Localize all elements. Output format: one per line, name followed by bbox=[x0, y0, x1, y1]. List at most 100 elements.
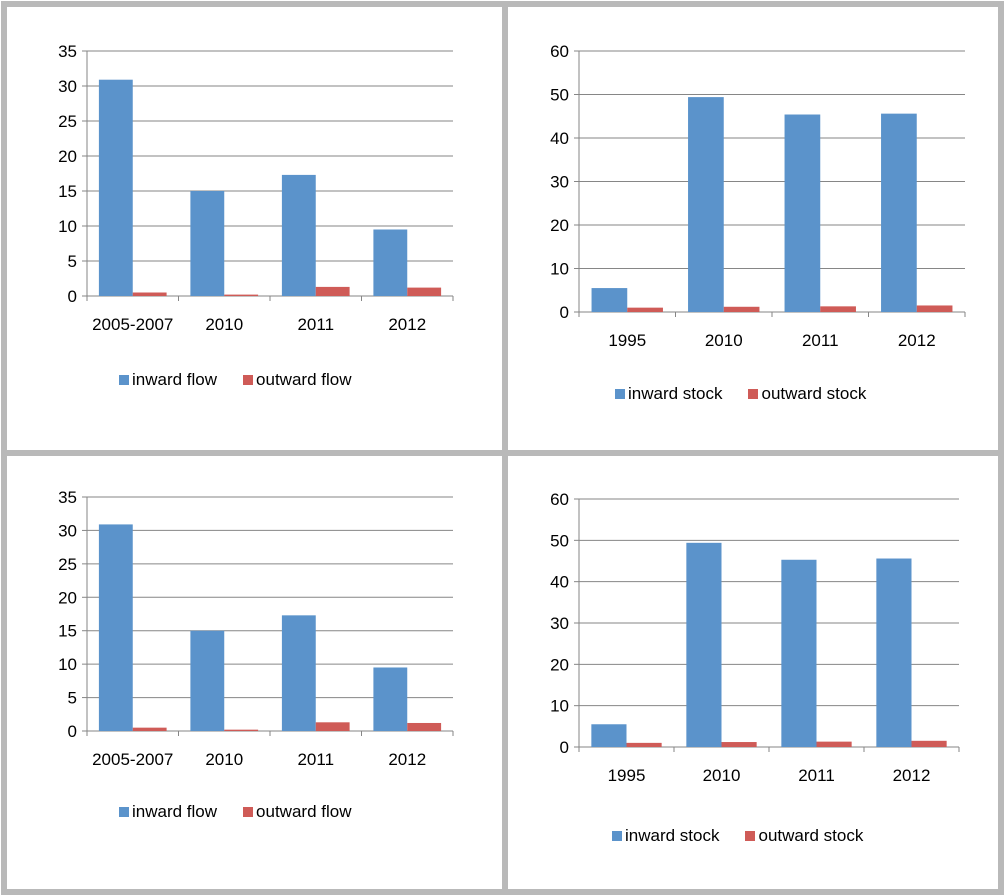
y-tick-label: 15 bbox=[58, 622, 77, 641]
x-tick-label: 2011 bbox=[297, 750, 334, 769]
y-tick-label: 10 bbox=[58, 217, 77, 236]
legend: inward stock outward stock bbox=[612, 826, 863, 846]
legend-label: outward stock bbox=[761, 384, 867, 403]
y-tick-label: 10 bbox=[58, 655, 77, 674]
bar-outward-flow-2011 bbox=[315, 722, 350, 731]
legend-swatch-outward bbox=[745, 831, 756, 841]
legend-swatch-inward bbox=[615, 389, 625, 399]
y-tick-label: 25 bbox=[58, 112, 77, 131]
bar-outward-stock-1995 bbox=[627, 307, 663, 312]
legend-label: outward flow bbox=[256, 802, 352, 821]
bar-outward-stock-2012 bbox=[916, 305, 953, 312]
x-tick-label: 2005-2007 bbox=[92, 750, 173, 769]
x-tick-label: 2012 bbox=[898, 331, 936, 350]
bar-inward-flow-2012 bbox=[373, 667, 408, 731]
bar-inward-flow-2010 bbox=[190, 630, 225, 731]
y-tick-label: 60 bbox=[550, 490, 569, 509]
x-tick-label: 2011 bbox=[802, 331, 839, 350]
bar-inward-stock-2012 bbox=[876, 558, 912, 747]
y-tick-label: 0 bbox=[560, 738, 569, 757]
y-tick-label: 20 bbox=[550, 216, 569, 235]
bar-outward-stock-2011 bbox=[816, 741, 852, 747]
bar-outward-flow-2011 bbox=[315, 286, 350, 296]
y-tick-label: 25 bbox=[58, 555, 77, 574]
y-tick-label: 30 bbox=[550, 173, 569, 192]
bar-inward-flow-2011 bbox=[281, 615, 316, 731]
x-tick-label: 2005-2007 bbox=[92, 315, 173, 334]
y-tick-label: 0 bbox=[68, 722, 77, 741]
x-tick-label: 2011 bbox=[798, 766, 835, 785]
y-tick-label: 0 bbox=[560, 303, 569, 322]
legend-item-inward-flow: inward flow bbox=[119, 802, 217, 822]
y-tick-label: 0 bbox=[68, 287, 77, 306]
y-tick-label: 30 bbox=[58, 77, 77, 96]
legend-label: inward stock bbox=[625, 826, 720, 845]
legend-swatch-inward bbox=[612, 831, 622, 841]
bar-inward-stock-2010 bbox=[688, 97, 724, 312]
x-tick-label: 2010 bbox=[205, 750, 243, 769]
legend: inward flow outward flow bbox=[119, 370, 351, 390]
y-tick-label: 50 bbox=[550, 86, 569, 105]
y-tick-label: 35 bbox=[58, 42, 77, 61]
bar-outward-flow-2012 bbox=[407, 287, 442, 296]
legend-item-outward-stock: outward stock bbox=[748, 384, 866, 404]
x-tick-label: 2010 bbox=[705, 331, 743, 350]
legend-label: inward stock bbox=[628, 384, 723, 403]
y-tick-label: 30 bbox=[58, 521, 77, 540]
bar-outward-stock-1995 bbox=[626, 742, 662, 747]
y-tick-label: 10 bbox=[550, 260, 569, 279]
bar-inward-flow-2005-2007 bbox=[98, 524, 133, 731]
bar-inward-flow-2012 bbox=[373, 229, 408, 296]
legend-item-outward-flow: outward flow bbox=[243, 370, 351, 390]
legend-swatch-outward bbox=[243, 375, 254, 385]
bar-outward-flow-2010 bbox=[224, 729, 259, 731]
bar-inward-stock-2011 bbox=[784, 114, 821, 312]
x-tick-label: 2012 bbox=[388, 315, 426, 334]
bar-outward-flow-2010 bbox=[224, 294, 259, 296]
legend-label: inward flow bbox=[132, 802, 218, 821]
x-tick-label: 2010 bbox=[205, 315, 243, 334]
chart-inward-outward-stock-bottom: 0 10 20 30 40 50 60 1995 2010 2011 2012 bbox=[550, 490, 960, 785]
legend-swatch-inward bbox=[119, 375, 129, 385]
bar-inward-flow-2011 bbox=[281, 174, 316, 296]
legend-item-inward-stock: inward stock bbox=[612, 826, 719, 846]
y-tick-label: 40 bbox=[550, 129, 569, 148]
legend-label: outward stock bbox=[758, 826, 864, 845]
y-tick-label: 5 bbox=[68, 252, 77, 271]
bar-outward-stock-2012 bbox=[911, 740, 947, 747]
chart-inward-outward-flow-bottom: 0 5 10 15 20 25 30 35 2005-2007 2010 2011 2012 bbox=[58, 488, 454, 769]
legend: inward stock outward stock bbox=[615, 384, 866, 404]
y-tick-label: 20 bbox=[550, 655, 569, 674]
legend-item-inward-stock: inward stock bbox=[615, 384, 722, 404]
y-tick-label: 30 bbox=[550, 614, 569, 633]
y-tick-label: 10 bbox=[550, 697, 569, 716]
bar-inward-flow-2010 bbox=[190, 191, 225, 296]
bar-outward-flow-2005-2007 bbox=[132, 727, 167, 731]
x-tick-label: 2012 bbox=[388, 750, 426, 769]
chart-panel-bottom-right: 0 10 20 30 40 50 60 1995 2010 2011 2012 inward sto… bbox=[508, 456, 998, 889]
bar-outward-stock-2010 bbox=[721, 742, 757, 747]
legend-item-outward-flow: outward flow bbox=[243, 802, 351, 822]
y-tick-label: 35 bbox=[58, 488, 77, 507]
legend-item-outward-stock: outward stock bbox=[745, 826, 863, 846]
bar-outward-flow-2005-2007 bbox=[132, 292, 167, 296]
y-tick-label: 60 bbox=[550, 42, 569, 61]
bar-outward-flow-2012 bbox=[407, 722, 442, 731]
y-tick-label: 15 bbox=[58, 182, 77, 201]
y-tick-label: 50 bbox=[550, 531, 569, 550]
chart-panel-bottom-left: 0 5 10 15 20 25 30 35 2005-2007 2010 2011 2012 inwa… bbox=[8, 456, 502, 889]
y-tick-label: 5 bbox=[68, 689, 77, 708]
chart-panel-top-left: 0 5 10 15 20 25 30 35 2005-2007 2010 2011 2012 inwa… bbox=[8, 8, 502, 450]
bar-outward-stock-2010 bbox=[723, 306, 760, 312]
legend-swatch-outward bbox=[748, 389, 759, 399]
y-tick-label: 20 bbox=[58, 588, 77, 607]
bar-inward-flow-2005-2007 bbox=[98, 79, 133, 296]
legend-item-inward-flow: inward flow bbox=[119, 370, 217, 390]
bar-inward-stock-1995 bbox=[591, 724, 627, 747]
bar-inward-stock-1995 bbox=[591, 288, 628, 312]
legend-label: outward flow bbox=[256, 370, 352, 389]
chart-panel-top-right: 0 10 20 30 40 50 60 1995 2010 2011 2012 inward sto… bbox=[508, 8, 998, 450]
y-tick-label: 20 bbox=[58, 147, 77, 166]
